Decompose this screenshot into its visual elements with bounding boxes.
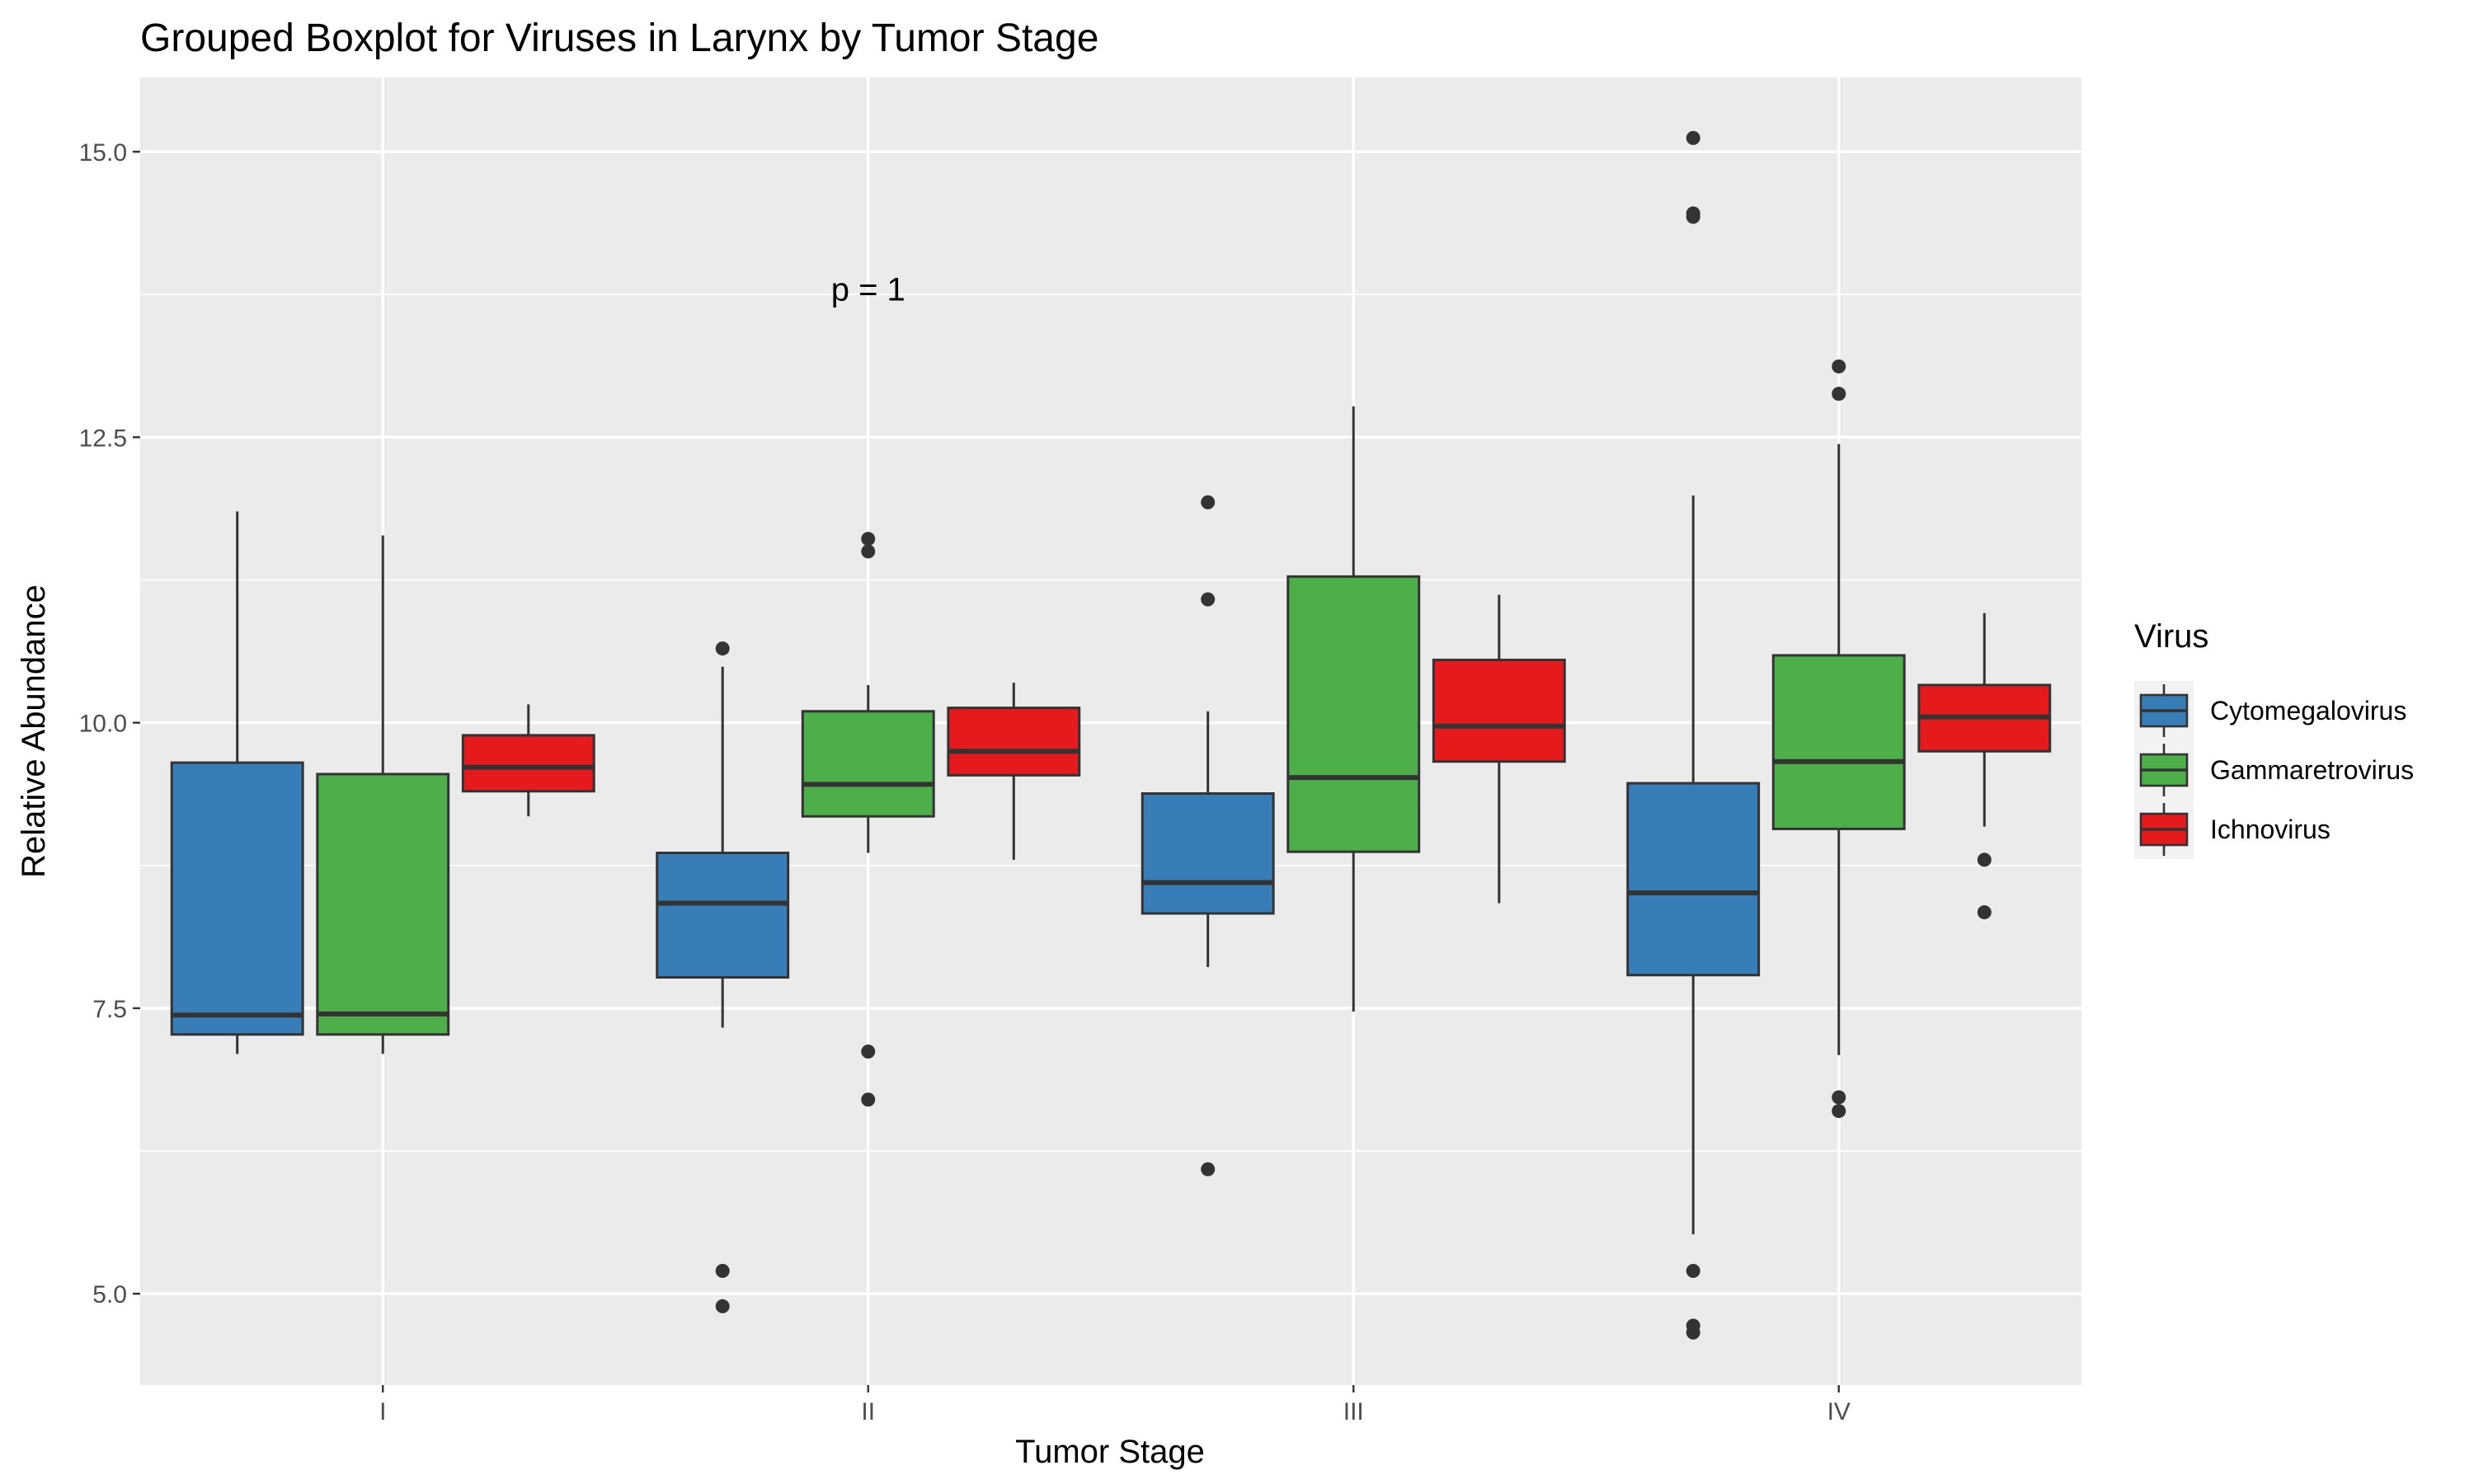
outlier-point xyxy=(1832,1104,1846,1119)
box-iqr xyxy=(170,761,304,1036)
box-ichnovirus-ii xyxy=(947,683,1081,860)
outlier-point xyxy=(861,1045,876,1059)
outlier-point xyxy=(1686,209,1700,224)
box-iqr xyxy=(1432,658,1566,763)
box-iqr xyxy=(656,852,790,979)
box-cytomegalovirus-iv xyxy=(1626,130,1761,1340)
x-tick-label: I xyxy=(379,1398,386,1425)
y-tick-label: 5.0 xyxy=(92,1281,127,1308)
y-tick-label: 12.5 xyxy=(79,425,127,452)
box-iqr xyxy=(947,707,1081,777)
legend-label: Ichnovirus xyxy=(2210,815,2331,844)
chart-title: Grouped Boxplot for Viruses in Larynx by… xyxy=(140,16,1098,60)
box-cytomegalovirus-i xyxy=(170,511,304,1054)
legend: Virus Cytomegalovirus Gammaretrovirus Ichn… xyxy=(2134,618,2414,859)
y-axis-title: Relative Abundance xyxy=(16,585,52,878)
box-gammaretrovirus-i xyxy=(316,535,450,1054)
box-cytomegalovirus-ii xyxy=(656,641,790,1313)
outlier-point xyxy=(1977,852,1992,867)
plot-panel xyxy=(140,77,2081,1385)
y-tick-label: 7.5 xyxy=(92,996,127,1023)
box-ichnovirus-iii xyxy=(1432,594,1566,904)
box-iqr xyxy=(801,710,935,818)
outlier-point xyxy=(1686,130,1700,145)
x-axis-title: Tumor Stage xyxy=(1015,1434,1205,1470)
legend-label: Cytomegalovirus xyxy=(2210,696,2406,726)
legend-label: Gammaretrovirus xyxy=(2210,755,2414,785)
outlier-point xyxy=(1832,359,1846,373)
box-gammaretrovirus-iv xyxy=(1771,359,1906,1119)
outlier-point xyxy=(1201,592,1216,607)
outlier-point xyxy=(1686,1263,1700,1278)
y-tick-label: 10.0 xyxy=(79,711,127,738)
box-iqr xyxy=(1626,782,1761,977)
boxes-layer xyxy=(170,130,2052,1340)
outlier-point xyxy=(1686,1325,1700,1340)
box-cytomegalovirus-iii xyxy=(1141,495,1275,1176)
box-iqr xyxy=(1141,791,1275,915)
outlier-point xyxy=(715,1298,730,1313)
p-value-annotation: p = 1 xyxy=(831,271,905,308)
legend-item-ichnovirus: Ichnovirus xyxy=(2134,800,2331,859)
outlier-point xyxy=(1201,1162,1216,1176)
outlier-point xyxy=(715,1263,730,1278)
box-iqr xyxy=(316,773,450,1036)
x-tick-label: III xyxy=(1343,1398,1364,1425)
x-tick-label: II xyxy=(861,1398,875,1425)
box-ichnovirus-iv xyxy=(1917,613,2052,920)
box-gammaretrovirus-ii xyxy=(801,532,935,1107)
legend-title: Virus xyxy=(2134,618,2208,655)
outlier-point xyxy=(861,532,876,547)
outlier-point xyxy=(1977,905,1992,920)
legend-item-gammaretrovirus: Gammaretrovirus xyxy=(2134,740,2414,800)
outlier-point xyxy=(1832,1090,1846,1105)
outlier-point xyxy=(1832,387,1846,402)
x-tick-label: IV xyxy=(1827,1398,1851,1425)
outlier-point xyxy=(715,641,730,656)
box-iqr xyxy=(1286,575,1421,853)
box-iqr xyxy=(461,734,595,793)
box-gammaretrovirus-iii xyxy=(1286,406,1421,1012)
box-iqr xyxy=(1771,654,1906,830)
x-axis: I II III IV xyxy=(379,1385,1851,1425)
outlier-point xyxy=(861,1092,876,1107)
legend-item-cytomegalovirus: Cytomegalovirus xyxy=(2134,681,2406,740)
y-tick-label: 15.0 xyxy=(79,139,127,167)
outlier-point xyxy=(1201,495,1216,510)
outlier-point xyxy=(861,544,876,559)
y-axis: 5.0 7.5 10.0 12.5 15.0 xyxy=(79,139,140,1308)
box-ichnovirus-i xyxy=(461,704,595,817)
